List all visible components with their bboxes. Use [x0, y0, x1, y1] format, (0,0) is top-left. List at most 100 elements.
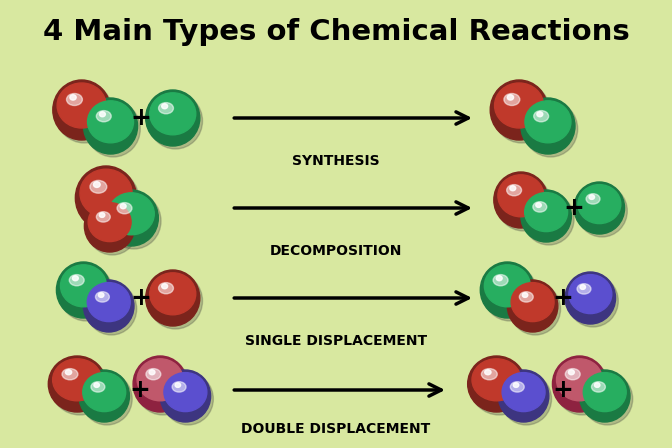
Text: 4 Main Types of Chemical Reactions: 4 Main Types of Chemical Reactions [42, 18, 630, 46]
Ellipse shape [580, 285, 585, 289]
Ellipse shape [67, 94, 83, 105]
Ellipse shape [536, 203, 542, 207]
Ellipse shape [533, 202, 547, 212]
Ellipse shape [57, 83, 106, 128]
Ellipse shape [497, 175, 550, 231]
Ellipse shape [137, 359, 183, 401]
Text: DECOMPOSITION: DECOMPOSITION [270, 244, 402, 258]
Ellipse shape [94, 383, 99, 388]
Ellipse shape [472, 359, 521, 401]
Ellipse shape [495, 83, 544, 128]
Ellipse shape [485, 265, 530, 307]
Ellipse shape [586, 194, 600, 204]
Ellipse shape [53, 80, 110, 140]
Ellipse shape [578, 185, 621, 224]
Ellipse shape [556, 359, 603, 401]
Ellipse shape [577, 284, 591, 294]
Ellipse shape [521, 190, 571, 242]
Text: +: + [129, 378, 150, 402]
Ellipse shape [60, 265, 106, 307]
Ellipse shape [507, 95, 513, 100]
Ellipse shape [87, 101, 134, 143]
Ellipse shape [149, 273, 202, 329]
Ellipse shape [494, 172, 548, 228]
Ellipse shape [87, 203, 138, 255]
Ellipse shape [496, 276, 502, 281]
Ellipse shape [83, 280, 134, 332]
Ellipse shape [522, 293, 528, 297]
Ellipse shape [56, 83, 114, 143]
Ellipse shape [579, 370, 630, 422]
Ellipse shape [86, 283, 136, 335]
Ellipse shape [82, 373, 132, 425]
Ellipse shape [69, 275, 84, 286]
Ellipse shape [146, 369, 161, 380]
Ellipse shape [555, 359, 610, 415]
Ellipse shape [164, 373, 207, 412]
Ellipse shape [73, 276, 79, 281]
Ellipse shape [117, 202, 132, 214]
Ellipse shape [90, 181, 107, 193]
Ellipse shape [490, 80, 548, 140]
Text: +: + [131, 106, 152, 130]
Ellipse shape [159, 283, 173, 294]
Ellipse shape [565, 272, 616, 324]
Ellipse shape [160, 370, 210, 422]
Ellipse shape [162, 104, 167, 109]
Ellipse shape [589, 195, 595, 199]
Ellipse shape [595, 383, 600, 388]
Text: DOUBLE DISPLACEMENT: DOUBLE DISPLACEMENT [241, 422, 431, 436]
Ellipse shape [133, 356, 187, 412]
Ellipse shape [96, 111, 111, 122]
Ellipse shape [574, 182, 624, 234]
Ellipse shape [591, 382, 605, 392]
Ellipse shape [78, 169, 139, 233]
Ellipse shape [582, 373, 633, 425]
Ellipse shape [99, 112, 106, 117]
Ellipse shape [150, 93, 196, 135]
Ellipse shape [150, 273, 196, 315]
Ellipse shape [504, 94, 520, 105]
Text: SINGLE DISPLACEMENT: SINGLE DISPLACEMENT [245, 334, 427, 348]
Ellipse shape [525, 193, 568, 232]
Ellipse shape [146, 270, 200, 326]
Ellipse shape [498, 175, 544, 217]
Ellipse shape [51, 359, 109, 415]
Ellipse shape [87, 283, 130, 322]
Ellipse shape [499, 370, 549, 422]
Ellipse shape [83, 373, 126, 412]
Ellipse shape [96, 212, 110, 222]
Ellipse shape [552, 356, 607, 412]
Ellipse shape [86, 101, 140, 157]
Ellipse shape [99, 213, 105, 217]
Ellipse shape [510, 283, 560, 335]
Ellipse shape [52, 359, 101, 401]
Ellipse shape [62, 369, 78, 380]
Ellipse shape [493, 83, 550, 143]
Ellipse shape [507, 185, 521, 196]
Ellipse shape [88, 202, 131, 241]
Ellipse shape [534, 111, 548, 122]
Ellipse shape [485, 370, 491, 375]
Ellipse shape [56, 262, 110, 318]
Ellipse shape [513, 383, 519, 388]
Ellipse shape [146, 90, 200, 146]
Ellipse shape [537, 112, 543, 117]
Ellipse shape [95, 292, 110, 302]
Ellipse shape [583, 373, 626, 412]
Ellipse shape [470, 359, 528, 415]
Ellipse shape [163, 373, 213, 425]
Ellipse shape [107, 193, 161, 249]
Ellipse shape [79, 370, 130, 422]
Ellipse shape [507, 280, 558, 332]
Ellipse shape [577, 185, 627, 237]
Ellipse shape [172, 382, 186, 392]
Ellipse shape [510, 186, 515, 191]
Ellipse shape [569, 370, 575, 375]
Text: +: + [553, 378, 574, 402]
Ellipse shape [159, 103, 173, 114]
Ellipse shape [519, 292, 534, 302]
Text: +: + [131, 286, 152, 310]
Ellipse shape [70, 95, 76, 100]
Ellipse shape [104, 190, 159, 246]
